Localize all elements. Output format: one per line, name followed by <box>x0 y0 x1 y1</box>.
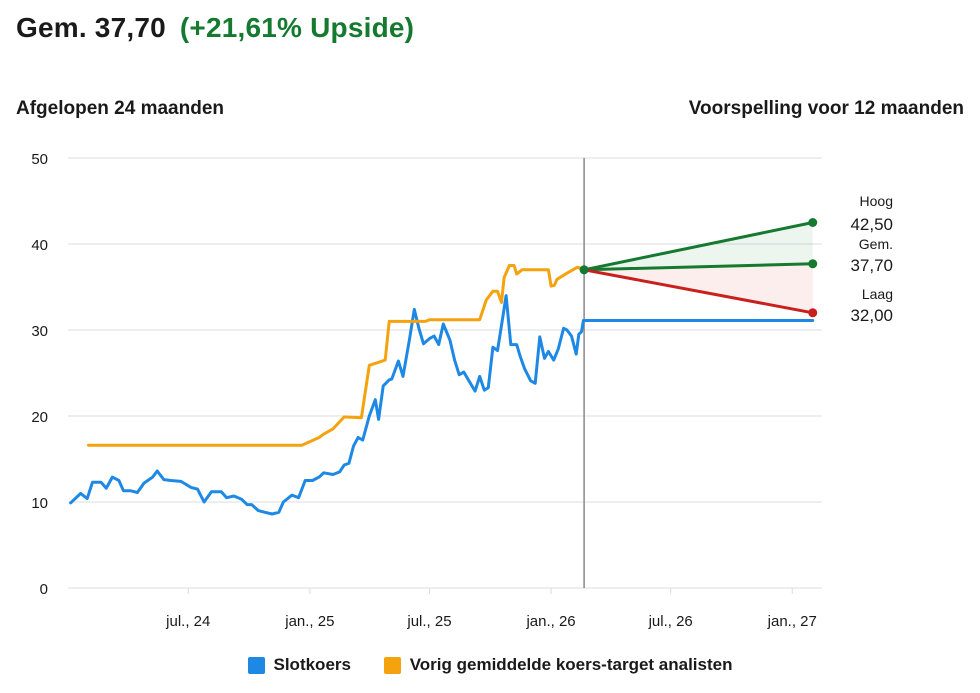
x-tick-label-2: jul., 25 <box>406 613 451 630</box>
legend: Slotkoers Vorig gemiddelde koers-target … <box>0 655 980 679</box>
x-tick-label-3: jan., 26 <box>525 613 575 630</box>
x-tick-label-4: jul., 26 <box>648 613 693 630</box>
forecast-avg-point <box>808 259 818 269</box>
y-tick-label-10: 10 <box>31 495 48 512</box>
y-tick-label-50: 50 <box>31 151 48 168</box>
forecast-low-value: 32,00 <box>850 306 893 325</box>
y-tick-label-40: 40 <box>31 237 48 254</box>
forecast-avg-value: 37,70 <box>850 256 893 275</box>
y-tick-label-0: 0 <box>40 581 48 598</box>
legend-label-close: Slotkoers <box>273 655 351 674</box>
legend-item-target[interactable]: Vorig gemiddelde koers-target analisten <box>383 655 733 675</box>
x-tick-label-1: jan., 25 <box>284 613 334 630</box>
forecast-high-line <box>582 221 815 272</box>
forecast-subtitle: Voorspelling voor 12 maanden <box>688 98 964 119</box>
history-subtitle: Afgelopen 24 maanden <box>16 98 224 119</box>
forecast-low-line <box>582 268 815 315</box>
headline: Gem. 37,70 (+21,61% Upside) <box>16 12 414 44</box>
legend-swatch-close <box>247 656 265 674</box>
price-label: Gem. 37,70 <box>16 12 166 43</box>
upside-label: (+21,61% Upside) <box>179 12 415 43</box>
x-tick-label-5: jan., 27 <box>767 613 817 630</box>
analyst-target-line <box>87 264 586 447</box>
forecast-low-name: Laag <box>862 286 893 302</box>
forecast-high-value: 42,50 <box>850 215 893 234</box>
forecast-high-name: Hoog <box>860 193 893 209</box>
x-tick-label-0: jul., 24 <box>165 613 210 630</box>
forecast-high-point <box>808 218 818 227</box>
price-target-chart: 0 10 20 30 40 50 jul., 24 jan., 25 jul., 25 jan.,… <box>31 151 893 630</box>
legend-item-close[interactable]: Slotkoers <box>247 655 351 675</box>
forecast-avg-line <box>582 262 815 272</box>
y-tick-label-30: 30 <box>31 323 48 340</box>
forecast-start-point <box>579 265 589 275</box>
close-price-line <box>69 294 815 516</box>
legend-label-target: Vorig gemiddelde koers-target analisten <box>409 655 733 674</box>
forecast-low-point <box>808 308 818 318</box>
y-tick-label-20: 20 <box>31 409 48 426</box>
forecast-avg-name: Gem. <box>859 236 893 252</box>
legend-swatch-target <box>383 656 401 674</box>
